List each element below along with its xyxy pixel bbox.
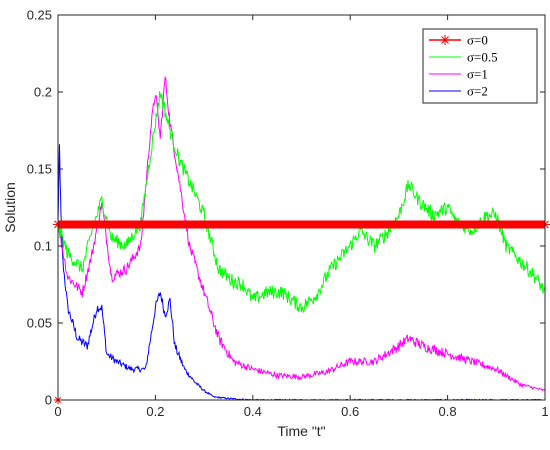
x-tick-label: 0.2 — [146, 404, 164, 419]
ticks-layer: 0 0.2 0.4 0.6 0.8 1 0 0.05 0.1 0.15 0.2 0.25 — [27, 8, 549, 420]
x-axis-label: Time "t" — [277, 423, 325, 439]
y-tick-label: 0.2 — [34, 85, 52, 100]
legend: σ=0 σ=0.5 σ=1 σ=2 — [422, 28, 538, 104]
y-tick-label: 0.15 — [27, 162, 52, 177]
y-tick-label: 0.25 — [27, 8, 52, 23]
legend-swatch-marker — [440, 35, 450, 45]
x-tick-label: 0.6 — [341, 404, 359, 419]
y-tick-label: 0 — [45, 393, 52, 408]
y-tick-label: 0.1 — [34, 239, 52, 254]
x-tick-label: 0.8 — [439, 404, 457, 419]
plot-border — [57, 14, 546, 401]
x-tick-label: 1 — [541, 404, 548, 419]
legend-label: σ=0.5 — [467, 50, 498, 65]
y-tick-label: 0.05 — [27, 316, 52, 331]
x-tick-label: 0 — [54, 404, 61, 419]
series-line-sigma-2 — [57, 75, 546, 392]
x-tick-label: 0.4 — [244, 404, 262, 419]
series-line-sigma-1 — [57, 91, 546, 314]
legend-label: σ=2 — [467, 84, 488, 99]
y-axis-label: Solution — [2, 182, 18, 233]
legend-label: σ=1 — [467, 67, 488, 82]
legend-label: σ=0 — [467, 33, 488, 48]
